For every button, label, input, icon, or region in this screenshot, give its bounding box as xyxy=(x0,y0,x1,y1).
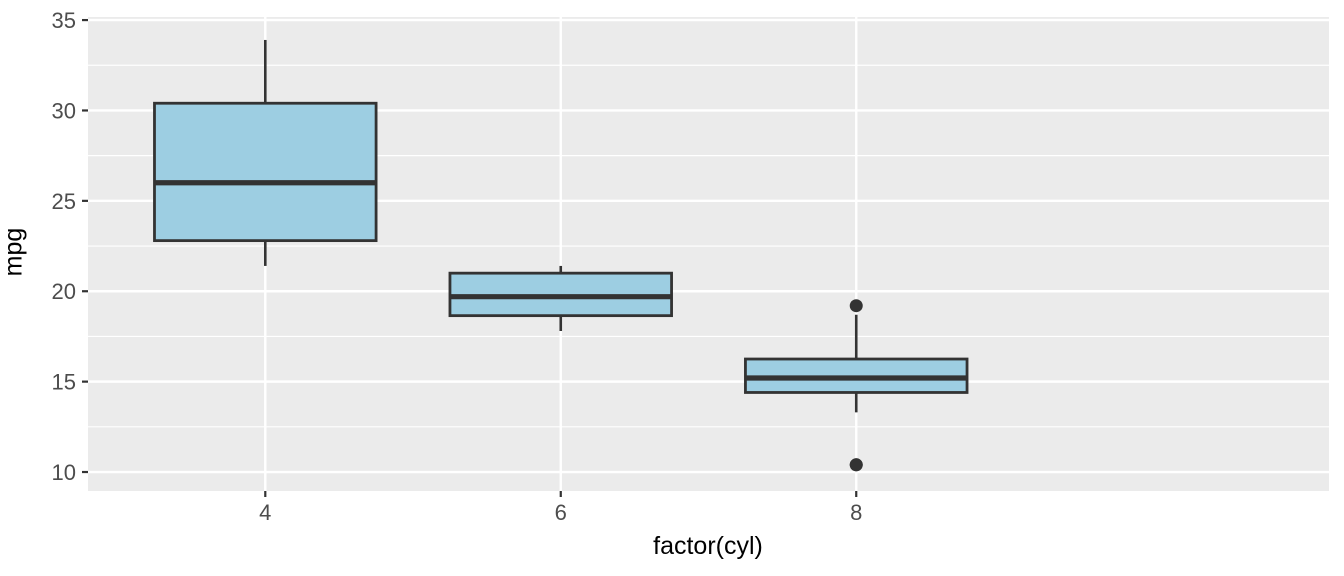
plot-panel xyxy=(88,17,1329,491)
y-axis-title: mpg xyxy=(0,227,28,277)
y-tick-label: 10 xyxy=(52,460,76,485)
x-axis-title: factor(cyl) xyxy=(653,532,763,560)
outlier-point-cyl-8 xyxy=(849,458,863,472)
y-tick-label: 25 xyxy=(52,189,76,214)
y-tick-label: 20 xyxy=(52,279,76,304)
box-cyl-4 xyxy=(153,101,378,243)
x-tick-label: 4 xyxy=(259,500,271,525)
y-tick-label: 15 xyxy=(52,370,76,395)
y-tick-label: 30 xyxy=(52,98,76,123)
x-tick-label: 8 xyxy=(850,500,862,525)
outlier-point-cyl-8 xyxy=(849,299,863,313)
y-tick-label: 35 xyxy=(52,8,76,33)
x-tick-label: 6 xyxy=(555,500,567,525)
